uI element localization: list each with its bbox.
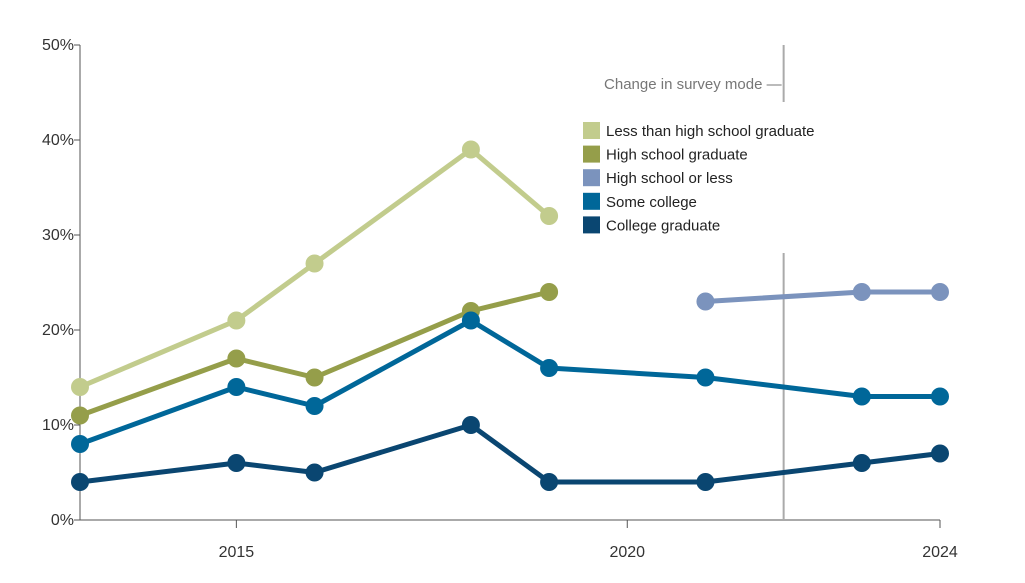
y-tick-label: 30% bbox=[42, 227, 74, 244]
data-point bbox=[696, 473, 715, 491]
data-point bbox=[71, 435, 89, 453]
data-point bbox=[305, 463, 324, 482]
data-point bbox=[461, 140, 480, 159]
y-tick-label: 40% bbox=[42, 132, 74, 149]
x-tick-label: 2020 bbox=[609, 544, 645, 561]
data-point bbox=[461, 416, 480, 434]
legend: Less than high school graduate High schoo… bbox=[583, 122, 814, 234]
series-layer bbox=[71, 140, 949, 491]
data-point bbox=[71, 473, 89, 491]
data-point bbox=[852, 454, 871, 472]
data-point bbox=[71, 406, 89, 425]
data-point bbox=[305, 397, 324, 415]
series-line bbox=[77, 422, 943, 485]
series-0 bbox=[71, 140, 559, 396]
axes: 0% 10% 20% 30% 40% 50% 2015 2020 2024 bbox=[42, 37, 958, 561]
x-tick-label: 2015 bbox=[219, 544, 255, 561]
series-2 bbox=[696, 283, 949, 311]
legend-label: Some college bbox=[606, 194, 697, 211]
data-point bbox=[227, 311, 246, 330]
legend-label: Less than high school graduate bbox=[606, 123, 814, 140]
y-tick-label: 20% bbox=[42, 322, 74, 339]
y-tick-label: 10% bbox=[42, 417, 74, 434]
legend-swatch bbox=[583, 216, 600, 234]
legend-swatch bbox=[583, 169, 600, 187]
data-point bbox=[540, 473, 559, 491]
legend-label: High school or less bbox=[606, 170, 733, 187]
data-point bbox=[540, 207, 559, 225]
series-3 bbox=[71, 311, 949, 453]
legend-label: High school graduate bbox=[606, 147, 748, 164]
data-point bbox=[305, 254, 324, 273]
data-point bbox=[227, 454, 246, 472]
legend-swatch bbox=[583, 145, 600, 163]
data-point bbox=[852, 283, 871, 301]
data-point bbox=[696, 368, 715, 387]
data-point bbox=[227, 378, 246, 396]
legend-label: College graduate bbox=[606, 217, 720, 234]
y-tick-label: 50% bbox=[42, 37, 74, 54]
data-point bbox=[931, 283, 949, 301]
series-line bbox=[77, 318, 943, 447]
data-point bbox=[852, 387, 871, 406]
data-point bbox=[696, 292, 715, 311]
data-point bbox=[931, 387, 949, 406]
data-point bbox=[227, 349, 246, 368]
series-line bbox=[702, 289, 943, 304]
data-point bbox=[305, 368, 324, 387]
y-tick-label: 0% bbox=[51, 512, 74, 529]
data-point bbox=[540, 359, 559, 377]
data-point bbox=[461, 311, 480, 330]
data-point bbox=[931, 444, 949, 463]
x-tick-label: 2024 bbox=[922, 544, 958, 561]
survey-mode-label: Change in survey mode — bbox=[604, 76, 782, 93]
legend-swatch bbox=[583, 192, 600, 210]
series-4 bbox=[71, 416, 949, 491]
series-1 bbox=[71, 283, 559, 425]
survey-mode-annotation: Change in survey mode — bbox=[604, 45, 785, 520]
data-point bbox=[540, 283, 559, 301]
data-point bbox=[71, 378, 89, 396]
legend-swatch bbox=[583, 122, 600, 139]
